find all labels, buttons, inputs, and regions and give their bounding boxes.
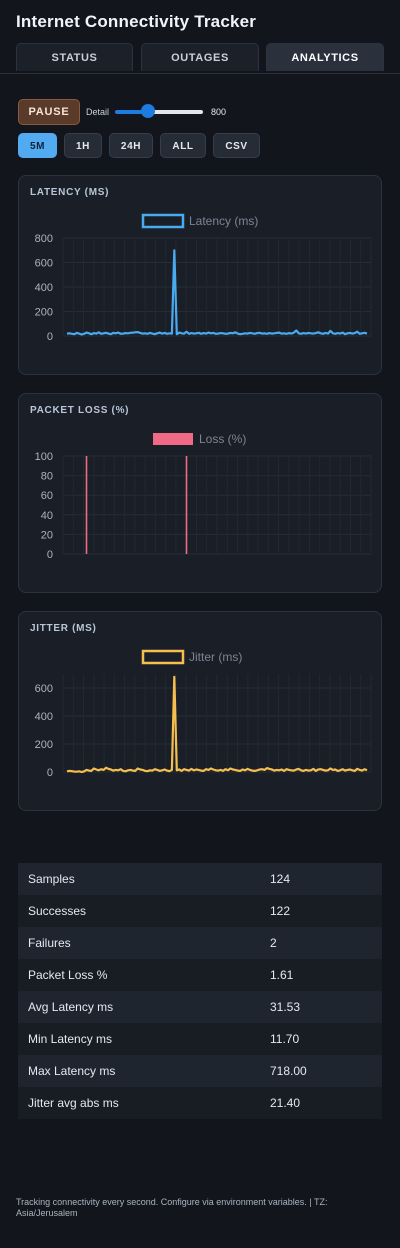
stat-value: 21.40 [270,1096,301,1110]
jitter-y-tick-label: 0 [47,767,53,779]
latency-legend-swatch [141,213,185,229]
stat-label: Successes [28,904,87,918]
detail-slider-track [148,110,203,114]
packet-loss-legend-label: Loss (%) [199,432,246,446]
packet-loss-y-tick-label: 0 [47,549,53,561]
stat-value: 718.00 [270,1064,307,1078]
packet-loss-y-tick-label: 80 [41,471,53,483]
stat-label: Avg Latency ms [28,1000,114,1014]
latency-chart: 0 200 400 600 800 Latency (ms) [35,213,372,343]
packet-loss-y-tick-label: 100 [35,451,53,463]
detail-slider-thumb[interactable] [141,104,156,118]
csv-export-button[interactable]: CSV [213,133,260,158]
latency-y-tick-label: 600 [35,258,53,270]
latency-grid [62,237,372,337]
app-title: Internet Connectivity Tracker [16,12,257,31]
range-5m-button[interactable]: 5M [18,133,57,158]
jitter-legend-label: Jitter (ms) [189,650,242,664]
stat-row-max-latency: Max Latency ms 718.00 [18,1055,382,1087]
jitter-y-tick-label: 400 [35,711,53,723]
stat-label: Failures [28,936,71,950]
jitter-grid [62,674,372,773]
latency-series-line [66,249,368,336]
packet-loss-chart-card: PACKET LOSS (%) 0 20 40 60 80 100 Loss (%) [18,393,382,593]
latency-chart-card: LATENCY (MS) 0 200 400 600 800 Latency (ms) [18,175,382,375]
stat-value: 31.53 [270,1000,301,1014]
packet-loss-legend-swatch [153,433,193,445]
pause-button[interactable]: PAUSE [18,99,80,125]
stat-label: Samples [28,872,75,886]
jitter-chart: 0 200 400 600 Jitter (ms) [35,649,372,779]
jitter-y-tick-label: 200 [35,739,53,751]
stat-row-min-latency: Min Latency ms 11.70 [18,1023,382,1055]
packet-loss-y-tick-label: 20 [41,529,53,541]
stats-table: Samples 124 Successes 122 Failures 2 Packet… [18,863,382,1119]
stat-row-samples: Samples 124 [18,863,382,895]
stat-label: Min Latency ms [28,1032,113,1046]
detail-label: Detail [86,107,110,117]
packet-loss-chart: 0 20 40 60 80 100 Loss (%) [35,432,372,561]
stat-label: Max Latency ms [28,1064,116,1078]
latency-y-tick-label: 800 [35,233,53,245]
latency-y-tick-label: 400 [35,282,53,294]
stat-row-failures: Failures 2 [18,927,382,959]
tab-status[interactable]: STATUS [16,43,133,71]
tab-analytics[interactable]: ANALYTICS [266,43,384,71]
detail-value: 800 [211,107,227,117]
stat-row-jitter-avg: Jitter avg abs ms 21.40 [18,1087,382,1119]
stat-value: 1.61 [270,968,294,982]
jitter-chart-title: JITTER (MS) [30,623,97,634]
stat-row-avg-latency: Avg Latency ms 31.53 [18,991,382,1023]
range-1h-button[interactable]: 1H [64,133,102,158]
packet-loss-grid [62,455,372,555]
latency-chart-title: LATENCY (MS) [30,187,110,198]
packet-loss-y-tick-label: 60 [41,490,53,502]
detail-slider[interactable] [115,104,203,118]
tab-bar: STATUS OUTAGES ANALYTICS [16,43,384,73]
stat-label: Packet Loss % [28,968,108,982]
stat-value: 122 [270,904,291,918]
jitter-legend-swatch [141,649,185,665]
jitter-chart-card: JITTER (MS) 0 200 400 600 Jitter (ms) [18,611,382,811]
packet-loss-y-tick-label: 40 [41,510,53,522]
latency-y-tick-label: 200 [35,307,53,319]
jitter-series-line [66,675,368,774]
range-24h-button[interactable]: 24H [109,133,153,158]
stat-value: 2 [270,936,277,950]
range-all-button[interactable]: ALL [160,133,206,158]
detail-slider-fill [115,110,149,114]
stat-row-successes: Successes 122 [18,895,382,927]
jitter-y-tick-label: 600 [35,683,53,695]
stat-value: 124 [270,872,291,886]
stat-label: Jitter avg abs ms [28,1096,119,1110]
footer-note: Tracking connectivity every second. Conf… [16,1197,328,1218]
stat-row-packet-loss: Packet Loss % 1.61 [18,959,382,991]
tab-divider [0,73,400,74]
stat-value: 11.70 [270,1032,300,1046]
tab-outages[interactable]: OUTAGES [141,43,259,71]
latency-legend-label: Latency (ms) [189,214,258,228]
packet-loss-chart-title: PACKET LOSS (%) [30,405,130,416]
latency-y-tick-label: 0 [47,331,53,343]
